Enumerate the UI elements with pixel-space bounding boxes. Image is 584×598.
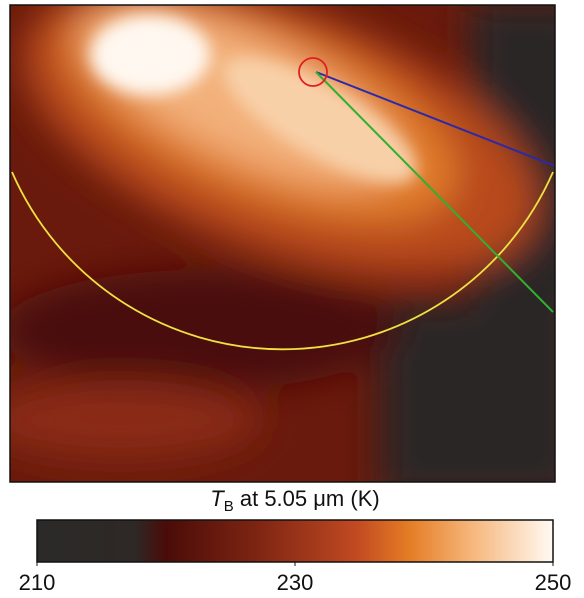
x-tick-label: 230 — [277, 570, 314, 595]
colorbar-label: TB at 5.05 μm (K) — [210, 486, 379, 515]
label-text: at 5.05 μm (K) — [234, 486, 380, 511]
label-subscript: B — [224, 498, 234, 515]
figure: TB at 5.05 μm (K) 210 230 250 — [0, 0, 584, 598]
x-tick-label: 210 — [19, 570, 56, 595]
colorbar — [37, 520, 553, 562]
x-tick-label: 250 — [535, 570, 572, 595]
thermal-image — [0, 0, 584, 500]
